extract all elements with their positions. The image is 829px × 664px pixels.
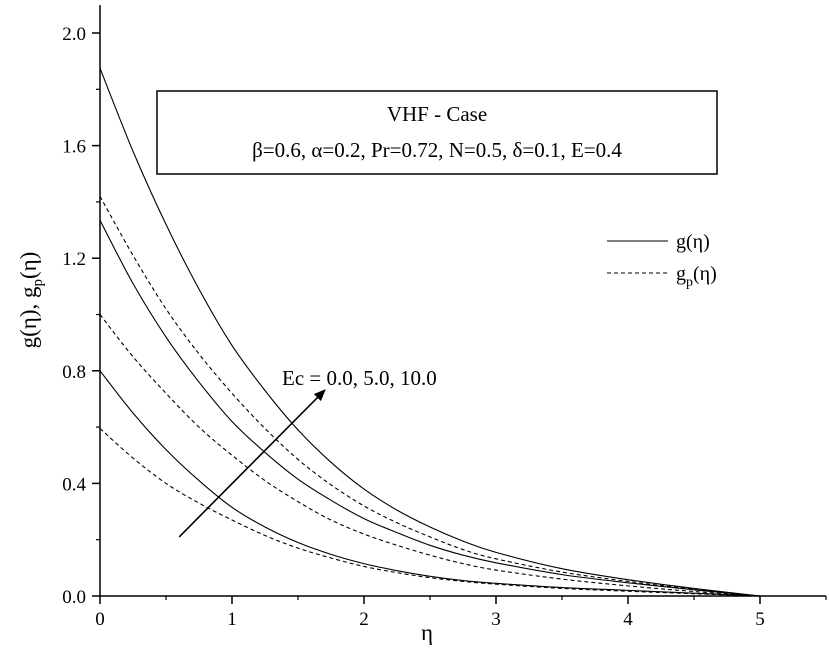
series-line-g [99,67,761,597]
y-axis-title-main: g(η), g [16,286,41,348]
x-axis-title: η [421,620,433,645]
legend-label-gp-tail: (η) [693,263,717,285]
series-line-gp [99,196,761,597]
axes [99,5,826,597]
series-line-gp [99,314,761,597]
x-tick-label: 2 [359,609,369,630]
series-layer [99,67,761,597]
y-tick-label: 2.0 [62,24,86,45]
y-tick-label: 1.2 [62,249,86,270]
series-line-gp [99,428,761,597]
ec-annotation: Ec = 0.0, 5.0, 10.0 [178,366,437,538]
ec-annotation-text: Ec = 0.0, 5.0, 10.0 [282,366,437,390]
y-axis-title-tail: (η) [16,252,41,279]
y-tick-label: 0.4 [62,474,86,495]
legend-label-gp-main: g [676,263,686,285]
y-tick-label: 0.0 [62,587,86,608]
legend-label-g: g(η) [676,231,710,253]
ec-arrow [178,389,326,538]
x-tick-label: 1 [227,609,237,630]
y-tick-label: 0.8 [62,362,86,383]
info-box-line2: β=0.6, α=0.2, Pr=0.72, N=0.5, δ=0.1, E=0… [252,138,622,162]
x-tick-label: 0 [95,609,105,630]
x-tick-label: 4 [623,609,633,630]
info-box-frame [156,90,718,175]
y-axis-title-sub: p [30,279,46,287]
y-tick-label: 1.6 [62,137,86,158]
series-line-g [99,219,761,597]
legend-label-gp: gp(η) [676,263,717,290]
x-tick-label: 5 [755,609,765,630]
series-line-g [99,370,761,597]
legend: g(η) gp(η) [607,231,717,290]
x-tick-label: 3 [491,609,501,630]
info-box: VHF - Case β=0.6, α=0.2, Pr=0.72, N=0.5,… [156,90,718,175]
info-box-line1: VHF - Case [387,102,487,126]
ticks: 0 1 2 3 4 5 0.0 0.4 0.8 1.2 1.6 2.0 [62,24,827,630]
y-axis-title: g(η), gp(η) [16,252,46,349]
legend-label-gp-sub: p [686,275,693,290]
